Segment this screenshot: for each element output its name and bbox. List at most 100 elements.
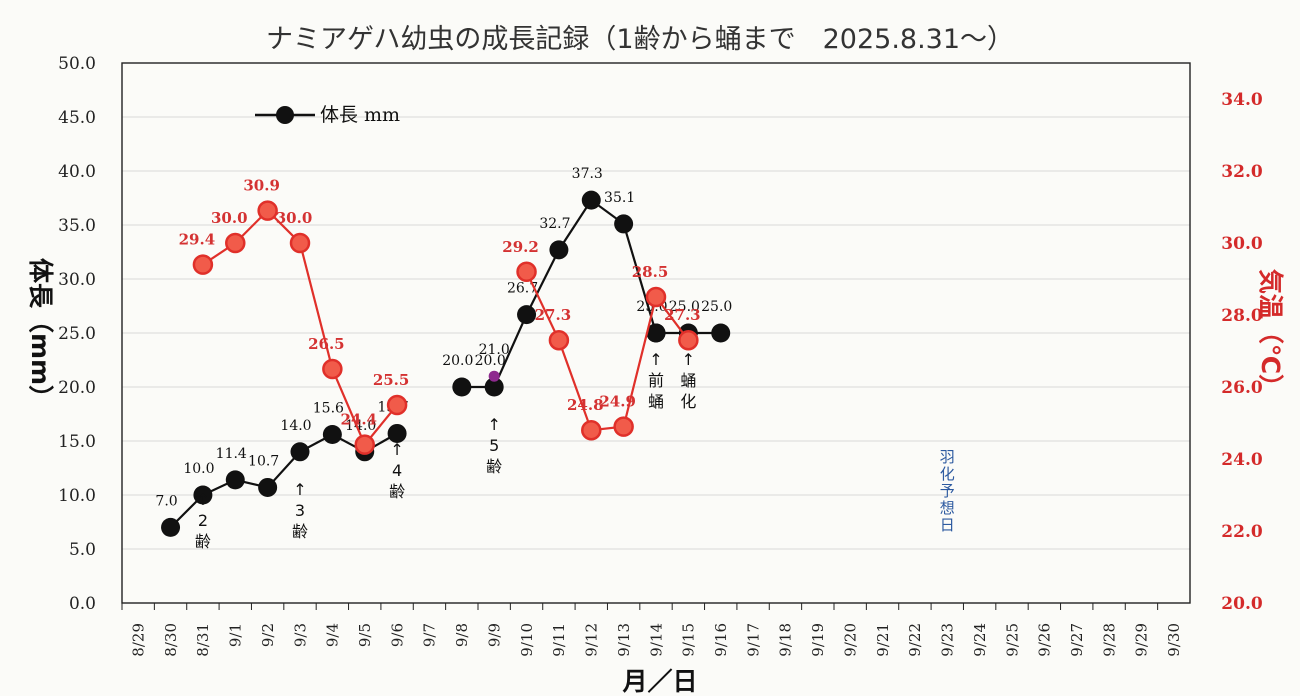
x-tick-label: 9/8 bbox=[453, 623, 471, 647]
y2-tick-label: 22.0 bbox=[1221, 522, 1263, 542]
x-tick-label: 9/14 bbox=[647, 623, 665, 657]
x-tick-label: 9/7 bbox=[421, 623, 439, 647]
length-extra-point bbox=[488, 370, 500, 382]
x-tick-label: 9/16 bbox=[712, 623, 730, 657]
length-data-label: 35.1 bbox=[604, 190, 635, 206]
length-extra-label: 21.0 bbox=[479, 342, 510, 358]
stage-annotation: 日 bbox=[940, 516, 955, 534]
y2-tick-label: 26.0 bbox=[1221, 378, 1263, 398]
y-tick-label: 50.0 bbox=[58, 54, 96, 74]
temperature-data-label: 24.4 bbox=[340, 411, 377, 429]
temperature-point bbox=[192, 254, 214, 275]
stage-annotation: 齢 bbox=[292, 522, 308, 541]
temperature-point bbox=[289, 232, 311, 254]
x-tick-label: 8/30 bbox=[162, 623, 180, 657]
stage-annotation: ↑ bbox=[293, 480, 306, 499]
temperature-data-label: 30.0 bbox=[276, 209, 313, 227]
stage-annotation: ↑ bbox=[487, 415, 500, 434]
stage-annotation: 蛹 bbox=[680, 371, 696, 390]
y-tick-label: 25.0 bbox=[58, 324, 96, 344]
x-tick-label: 9/2 bbox=[259, 623, 277, 647]
temperature-data-label: 24.8 bbox=[567, 396, 604, 414]
x-tick-label: 8/29 bbox=[129, 623, 147, 657]
length-point bbox=[484, 377, 504, 397]
stage-annotation: ↑ bbox=[682, 350, 695, 369]
length-data-label: 25.0 bbox=[701, 299, 732, 315]
temperature-point bbox=[581, 419, 602, 441]
temperature-point bbox=[516, 261, 537, 283]
temperature-data-label: 25.5 bbox=[373, 371, 410, 389]
x-tick-label: 9/28 bbox=[1100, 623, 1118, 657]
length-data-label: 7.0 bbox=[155, 493, 177, 509]
length-point bbox=[711, 323, 731, 343]
stage-annotation: 齢 bbox=[389, 482, 405, 501]
temperature-data-label: 24.9 bbox=[599, 393, 636, 411]
length-point bbox=[161, 517, 181, 537]
temperature-data-label: 26.5 bbox=[308, 335, 345, 353]
length-point bbox=[225, 470, 245, 490]
y2-tick-label: 32.0 bbox=[1221, 162, 1263, 182]
x-tick-label: 9/11 bbox=[550, 623, 568, 657]
temperature-point bbox=[548, 329, 570, 351]
x-tick-label: 9/25 bbox=[1003, 623, 1021, 657]
length-point bbox=[549, 240, 569, 260]
length-data-label: 11.4 bbox=[216, 446, 247, 462]
y-tick-label: 0.0 bbox=[69, 594, 96, 614]
temperature-point bbox=[257, 200, 278, 221]
length-data-label: 32.7 bbox=[539, 216, 570, 232]
temperature-data-label: 27.3 bbox=[664, 306, 701, 324]
stage-annotation: 前 bbox=[648, 371, 664, 390]
stage-annotation: 予 bbox=[940, 482, 955, 500]
temperature-point bbox=[322, 358, 343, 380]
length-data-label: 14.0 bbox=[280, 418, 311, 434]
length-data-label: 14.0 bbox=[345, 418, 376, 434]
temperature-data-label: 27.3 bbox=[535, 306, 572, 324]
x-tick-label: 9/30 bbox=[1165, 623, 1183, 657]
legend-marker bbox=[276, 106, 294, 124]
x-tick-label: 9/26 bbox=[1036, 623, 1054, 657]
x-axis-label: 月／日 bbox=[621, 667, 697, 696]
y-tick-label: 20.0 bbox=[58, 378, 96, 398]
length-point bbox=[193, 485, 213, 505]
y-tick-label: 10.0 bbox=[58, 486, 96, 506]
length-point bbox=[452, 377, 472, 397]
y-tick-label: 15.0 bbox=[58, 432, 96, 452]
temperature-point bbox=[645, 286, 667, 308]
y2-tick-label: 28.0 bbox=[1221, 306, 1263, 326]
y2-tick-label: 34.0 bbox=[1221, 90, 1263, 110]
y-tick-label: 30.0 bbox=[58, 270, 96, 290]
stage-annotation: 5 bbox=[489, 436, 499, 455]
stage-annotation: 2 bbox=[198, 511, 208, 530]
y-axis-label: 体長（mm） bbox=[26, 258, 55, 410]
stage-annotation: ↑ bbox=[390, 440, 403, 459]
x-tick-label: 9/21 bbox=[874, 623, 892, 657]
length-data-label: 37.3 bbox=[572, 166, 603, 182]
y2-tick-label: 24.0 bbox=[1221, 450, 1263, 470]
stage-annotation: ↑ bbox=[649, 350, 662, 369]
length-point bbox=[387, 423, 407, 443]
x-tick-label: 9/3 bbox=[291, 623, 309, 647]
legend-label: 体長 mm bbox=[320, 104, 400, 126]
x-tick-label: 9/23 bbox=[939, 623, 957, 657]
temperature-data-label: 28.5 bbox=[632, 263, 669, 281]
x-tick-label: 9/29 bbox=[1133, 623, 1151, 657]
y2-tick-label: 30.0 bbox=[1221, 234, 1263, 254]
temperature-point bbox=[613, 416, 634, 437]
x-tick-label: 9/17 bbox=[744, 623, 762, 657]
length-data-label: 20.0 bbox=[442, 353, 473, 369]
x-tick-label: 9/19 bbox=[809, 623, 827, 657]
temperature-point bbox=[354, 434, 375, 455]
stage-annotation: 化 bbox=[940, 465, 955, 483]
y2-tick-label: 20.0 bbox=[1221, 594, 1263, 614]
x-tick-label: 9/18 bbox=[777, 623, 795, 657]
x-tick-label: 9/1 bbox=[227, 623, 245, 647]
x-tick-label: 9/20 bbox=[841, 623, 859, 657]
x-tick-label: 9/27 bbox=[1068, 623, 1086, 657]
length-point bbox=[258, 477, 278, 497]
length-point bbox=[614, 214, 634, 234]
x-tick-label: 9/10 bbox=[518, 623, 536, 657]
x-tick-label: 9/24 bbox=[971, 623, 989, 657]
length-data-label: 10.7 bbox=[248, 453, 279, 469]
stage-annotation: 化 bbox=[680, 392, 696, 411]
x-tick-label: 9/22 bbox=[906, 623, 924, 657]
